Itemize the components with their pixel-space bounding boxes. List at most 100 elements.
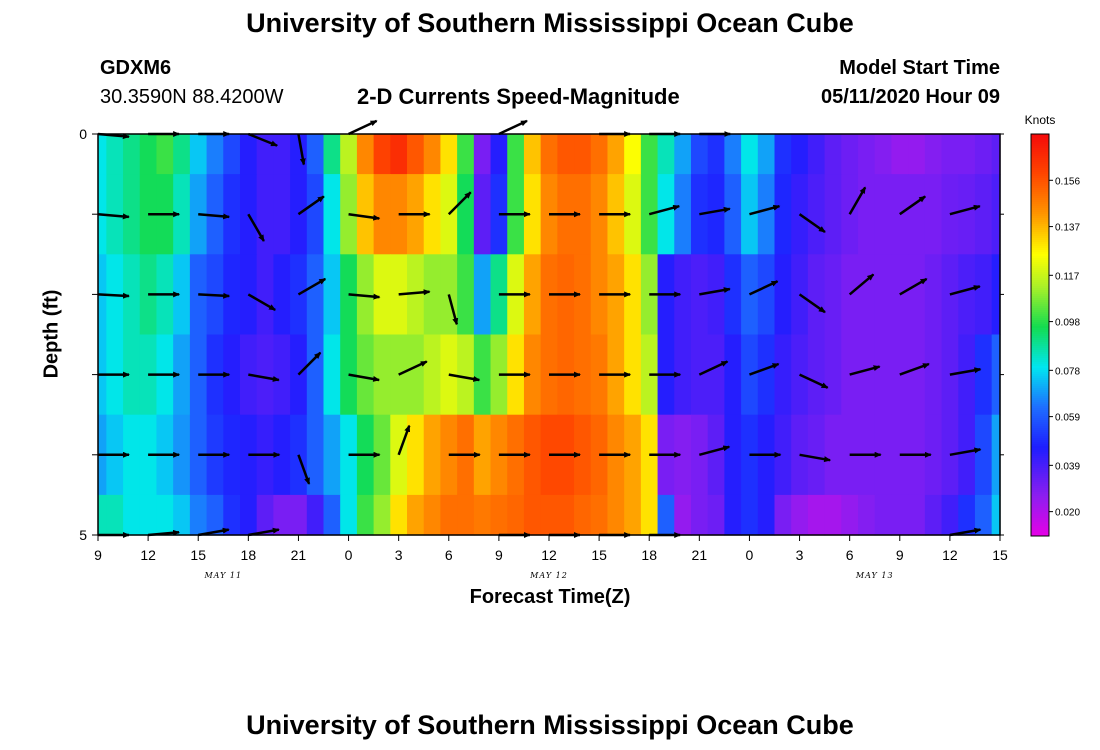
colorbar-band — [1031, 478, 1049, 481]
current-vector-arrow — [297, 133, 306, 166]
current-vector-arrow — [447, 191, 472, 216]
heatmap-cell — [991, 414, 1001, 496]
colorbar-band — [1031, 244, 1049, 247]
heatmap-cell — [674, 414, 692, 496]
heatmap-cell — [239, 134, 258, 175]
x-tick-label: 15 — [190, 547, 206, 563]
heatmap-cell — [757, 134, 776, 175]
heatmap-cell — [523, 414, 542, 496]
heatmap-cell — [189, 494, 208, 536]
colorbar-band — [1031, 240, 1049, 243]
x-tick-label: 0 — [345, 547, 353, 563]
heatmap-cell — [390, 134, 408, 175]
colorbar-band — [1031, 384, 1049, 387]
colorbar-band — [1031, 406, 1049, 409]
colorbar-band — [1031, 210, 1049, 213]
heatmap-cell — [858, 334, 876, 416]
colorbar-band — [1031, 234, 1049, 237]
colorbar-band — [1031, 204, 1049, 207]
colorbar-band — [1031, 298, 1049, 301]
colorbar-band — [1031, 340, 1049, 343]
y-axis-label: Depth (ft) — [40, 289, 63, 379]
heatmap-cell — [239, 494, 258, 536]
colorbar-band — [1031, 358, 1049, 361]
heatmap-cell — [807, 414, 826, 496]
heatmap-cell — [223, 414, 241, 496]
heatmap-cell — [574, 334, 592, 416]
current-vector-arrow — [848, 186, 867, 215]
colorbar-band — [1031, 416, 1049, 419]
heatmap-cell — [624, 414, 642, 496]
heatmap-cell — [741, 494, 759, 536]
heatmap-cell — [908, 334, 926, 416]
current-vector-arrow — [297, 454, 311, 485]
heatmap-cell — [440, 494, 458, 536]
current-vector-arrow — [699, 287, 731, 296]
heatmap-cell — [908, 494, 926, 536]
colorbar-band — [1031, 390, 1049, 393]
colorbar-band — [1031, 208, 1049, 211]
colorbar-band — [1031, 174, 1049, 177]
colorbar-band — [1031, 220, 1049, 223]
current-vector-arrow — [799, 373, 829, 389]
colorbar-band — [1031, 158, 1049, 161]
colorbar-band — [1031, 216, 1049, 219]
heatmap-cell — [858, 494, 876, 536]
colorbar-band — [1031, 230, 1049, 233]
colorbar-band — [1031, 232, 1049, 235]
heatmap-cell — [323, 414, 341, 496]
station-id: GDXM6 — [100, 57, 172, 79]
heatmap-cell — [306, 414, 325, 496]
colorbar-band — [1031, 526, 1049, 529]
heatmap-cell — [774, 494, 792, 536]
x-tick-label: 3 — [796, 547, 804, 563]
current-vector-arrow — [749, 362, 780, 376]
heatmap-cell — [924, 134, 943, 175]
heatmap-cell — [306, 254, 325, 336]
heatmap-cell — [958, 174, 976, 255]
x-tick-label: 21 — [692, 547, 708, 563]
heatmap-cell — [473, 414, 492, 496]
heatmap-cell — [924, 254, 943, 336]
x-tick-label: 0 — [746, 547, 754, 563]
colorbar-band — [1031, 150, 1049, 153]
heatmap-cell — [98, 494, 107, 536]
x-tick-label: 9 — [94, 547, 102, 563]
heatmap-cell — [824, 414, 842, 496]
current-vector-arrow — [247, 293, 277, 311]
colorbar-band — [1031, 454, 1049, 457]
heatmap-cell — [390, 414, 408, 496]
heatmap-cell — [540, 494, 558, 536]
heatmap-cell — [173, 254, 191, 336]
x-axis-label: Forecast Time(Z) — [469, 586, 631, 608]
model-start-label: Model Start Time — [839, 57, 1000, 79]
current-vector-arrow — [198, 212, 231, 220]
heatmap-cells — [98, 134, 1001, 536]
current-vector-arrow — [447, 294, 459, 326]
heatmap-cell — [958, 254, 976, 336]
heatmap-cell — [824, 494, 842, 536]
colorbar-band — [1031, 438, 1049, 441]
heatmap-cell — [490, 134, 508, 175]
heatmap-cell — [574, 494, 592, 536]
heatmap-cell — [223, 134, 241, 175]
heatmap-cell — [874, 134, 893, 175]
colorbar-band — [1031, 364, 1049, 367]
current-vector-arrow — [949, 367, 982, 376]
heatmap-cell — [607, 134, 625, 175]
colorbar-band — [1031, 520, 1049, 523]
colorbar-band — [1031, 276, 1049, 279]
colorbar-band — [1031, 408, 1049, 411]
heatmap-cell — [624, 494, 642, 536]
colorbar-band — [1031, 182, 1049, 185]
heatmap-cell — [607, 494, 625, 536]
date-label: MAY 11 — [203, 571, 242, 580]
heatmap-cell — [123, 494, 141, 536]
heatmap-cell — [407, 134, 425, 175]
heatmap-cell — [757, 494, 776, 536]
colorbar-band — [1031, 458, 1049, 461]
heatmap-cell — [774, 254, 792, 336]
date-label: MAY 13 — [855, 571, 894, 580]
colorbar-band — [1031, 350, 1049, 353]
